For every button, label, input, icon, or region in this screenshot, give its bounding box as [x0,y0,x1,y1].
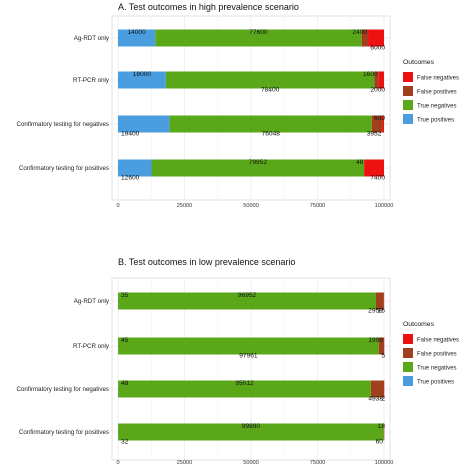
legend-swatch [403,348,413,358]
bar-segment-false-positives [374,71,379,89]
bar-segment-true-negatives [118,337,379,355]
bar-segment-false-negatives [364,159,384,177]
data-label: 60 [376,439,384,446]
category-label: Ag-RDT only [74,298,110,305]
legend-label: False negatives [417,76,459,82]
panel-a: A. Test outcomes in high prevalence scen… [16,2,459,209]
legend-label: False positives [417,352,457,358]
legend-swatch [403,114,413,124]
data-label: 1999 [368,337,383,344]
legend-swatch [403,334,413,344]
bar-segment-true-negatives [165,71,375,89]
panel-title: B. Test outcomes in low prevalence scena… [118,257,295,267]
bar-segment-true-negatives [118,380,371,398]
legend-label: True negatives [417,104,456,110]
data-label: 14000 [127,29,146,36]
x-tick-label: 75000 [310,460,326,466]
bar-segment-false-positives [375,292,384,310]
data-label: 96952 [238,292,257,299]
panel-title: A. Test outcomes in high prevalence scen… [118,2,299,12]
x-tick-label: 100000 [375,460,394,466]
data-label: 3952 [367,131,382,138]
bar-segment-true-negatives [118,423,384,441]
data-label: 18000 [133,71,152,78]
data-label: 12600 [121,175,140,182]
data-label: 7400 [370,175,385,182]
data-label: 600 [374,115,385,122]
data-label: 32 [121,439,129,446]
data-label: 99890 [242,423,261,430]
x-tick-label: 50000 [243,460,259,466]
data-label: 78400 [261,87,280,94]
category-label: Ag-RDT only [74,35,110,42]
x-tick-label: 100000 [375,203,394,209]
data-label: 5 [381,353,385,360]
data-label: 18 [378,423,386,430]
legend-swatch [403,362,413,372]
x-tick-label: 75000 [310,203,326,209]
bar-segment-true-negatives [151,159,365,177]
x-tick-label: 0 [116,460,119,466]
bar-segment-true-positives [118,29,156,47]
category-label: Confirmatory testing for positives [19,165,109,172]
x-tick-label: 0 [116,203,119,209]
bar-segment-true-negatives [118,292,376,310]
legend-swatch [403,86,413,96]
x-tick-label: 25000 [177,203,193,209]
bar-segment-true-positives [118,159,152,177]
legend-swatch [403,100,413,110]
data-label: 95012 [235,380,254,387]
data-label: 2959 [368,308,383,315]
bar-segment-true-positives [118,71,166,89]
bar-segment-true-negatives [155,29,362,47]
legend-swatch [403,376,413,386]
legend-title: Outcomes [403,321,435,328]
category-label: Confirmatory testing for positives [19,429,109,436]
data-label: 76048 [262,131,281,138]
x-tick-label: 25000 [177,460,193,466]
data-label: 2400 [352,29,367,36]
data-label: 19400 [121,131,140,138]
data-label: 35 [121,292,129,299]
legend-label: False negatives [417,338,459,344]
bar-segment-true-negatives [169,115,372,133]
bar-segment-false-positives [371,115,383,133]
bar-segment-false-negatives [368,29,384,47]
data-label: 79952 [249,159,268,166]
data-label: 2000 [370,87,385,94]
data-label: 4938 [368,396,383,403]
category-label: Confirmatory testing for negatives [16,121,109,128]
panel-b: B. Test outcomes in low prevalence scena… [16,257,459,466]
bar-segment-false-positives [361,29,369,47]
category-label: Confirmatory testing for negatives [16,386,109,393]
data-label: 77600 [249,29,268,36]
data-label: 2 [381,396,385,403]
legend-label: True positives [417,118,454,124]
bar-segment-false-positives [378,337,385,355]
data-label: 45 [121,337,129,344]
category-label: RT-PCR only [73,77,110,84]
legend-swatch [403,72,413,82]
bar-segment-false-negatives [382,115,384,133]
legend-label: True negatives [417,366,456,372]
data-label: 1600 [363,71,378,78]
bar-segment-false-negatives [378,71,384,89]
data-label: 6000 [370,45,385,52]
data-label: 97961 [239,353,258,360]
data-label: 15 [378,308,386,315]
bar-segment-true-positives [118,115,170,133]
category-label: RT-PCR only [73,343,110,350]
data-label: 48 [356,159,364,166]
bar-segment-false-positives [370,380,384,398]
data-label: 48 [121,380,129,387]
legend-label: False positives [417,90,457,96]
legend-label: True positives [417,380,454,386]
legend-title: Outcomes [403,59,435,66]
x-tick-label: 50000 [243,203,259,209]
